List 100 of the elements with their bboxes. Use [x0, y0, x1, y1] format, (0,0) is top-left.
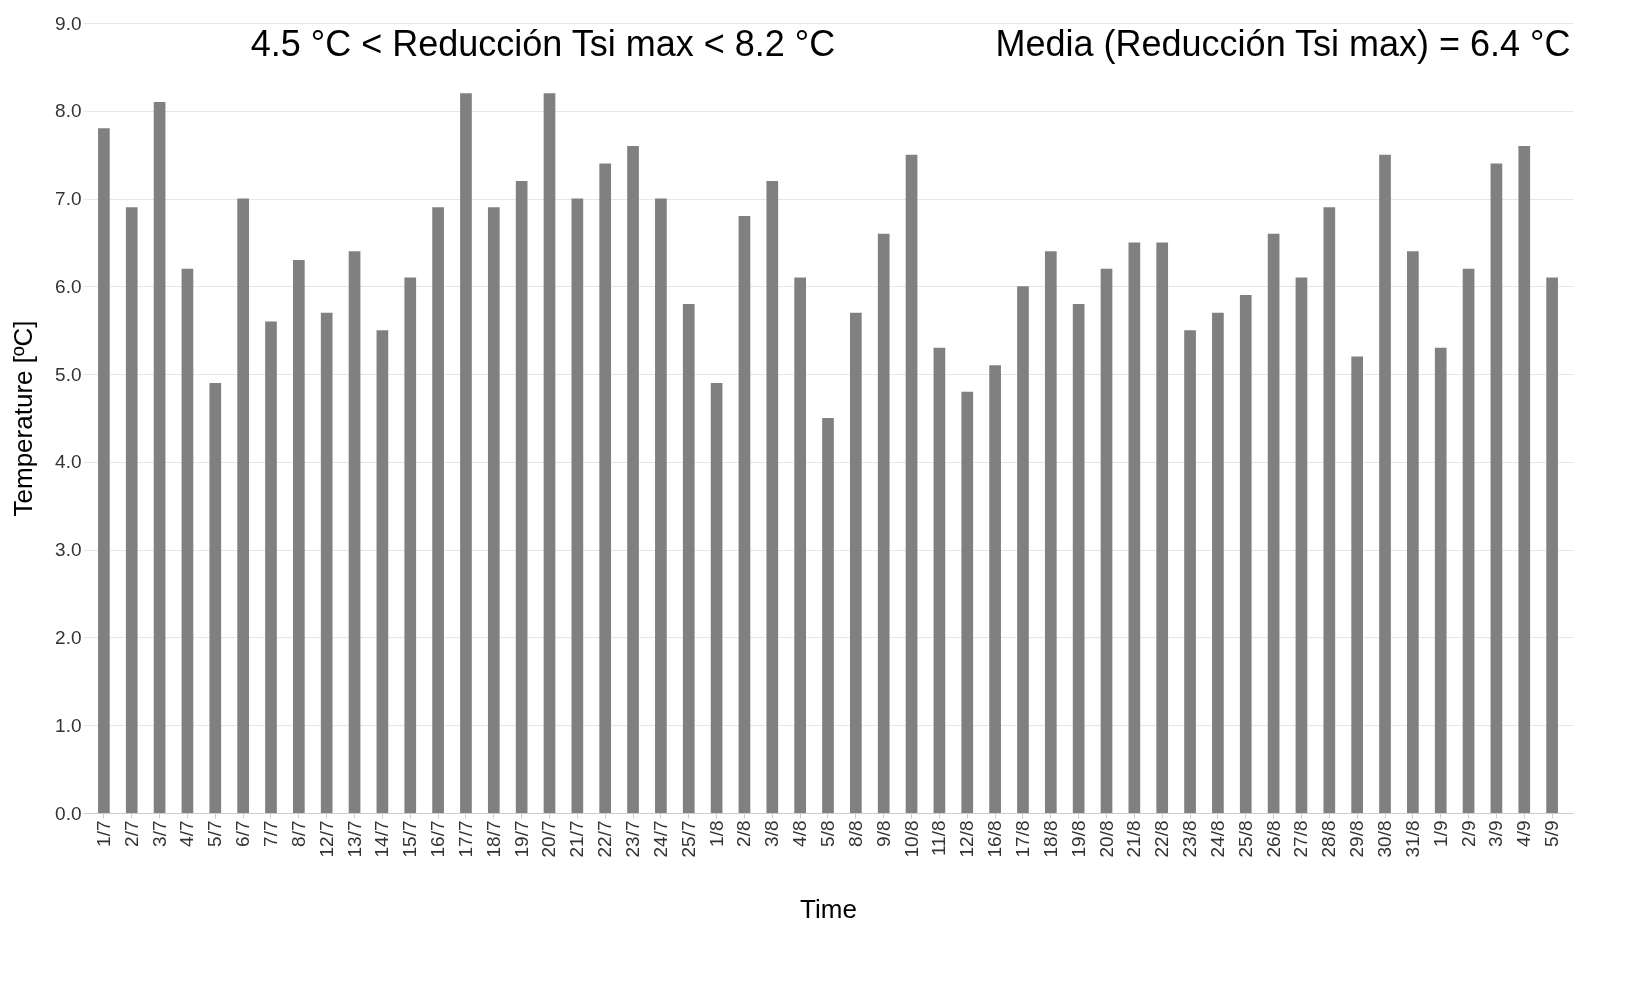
bar	[237, 198, 249, 813]
x-tick-label: 22/8	[1151, 820, 1173, 858]
bar	[1100, 268, 1113, 813]
bar	[1072, 303, 1085, 813]
bar	[794, 277, 806, 813]
x-tick-label: 31/8	[1401, 820, 1423, 858]
y-tick-label: 0.0	[55, 802, 82, 824]
bar	[877, 233, 890, 813]
bar	[599, 163, 612, 813]
x-tick-label: 24/7	[649, 820, 671, 858]
bar	[376, 330, 389, 813]
y-tick-label: 7.0	[55, 188, 82, 210]
bar	[627, 145, 639, 813]
x-tick-label: 2/8	[733, 820, 755, 847]
x-tick-label: 1/8	[705, 820, 727, 847]
bar	[1044, 251, 1057, 813]
bar	[432, 207, 444, 813]
bar	[1156, 242, 1169, 813]
y-tick-label: 4.0	[55, 451, 82, 473]
bar	[1184, 330, 1196, 813]
x-tick-label: 21/8	[1123, 820, 1145, 858]
x-tick-label: 1/9	[1429, 820, 1451, 847]
bar	[348, 251, 361, 813]
bar	[292, 260, 305, 813]
bar	[487, 207, 500, 813]
bar	[1546, 277, 1558, 813]
x-tick-label: 5/8	[817, 820, 838, 847]
x-tick-label: 29/8	[1346, 820, 1368, 858]
x-tick-label: 19/8	[1067, 820, 1089, 858]
bar	[905, 154, 918, 813]
x-tick-label: 5/9	[1541, 820, 1563, 847]
x-tick-label: 4/9	[1513, 820, 1535, 847]
x-tick-label: 14/7	[371, 820, 393, 858]
bar	[543, 93, 556, 813]
bar	[1128, 242, 1141, 813]
y-tick-label: 5.0	[55, 363, 82, 385]
bar	[1379, 154, 1391, 813]
bar	[850, 312, 862, 813]
x-tick-label: 10/8	[900, 820, 922, 858]
bar	[1518, 145, 1531, 813]
bar	[153, 102, 166, 813]
bar	[571, 198, 584, 813]
bar	[1295, 277, 1308, 813]
x-tick-label: 21/7	[566, 820, 588, 858]
x-tick-label: 20/8	[1095, 820, 1117, 858]
x-tick-label: 16/7	[427, 820, 449, 858]
x-tick-label: 24/8	[1206, 820, 1228, 858]
x-tick-label: 3/7	[148, 820, 170, 847]
x-tick-label: 22/7	[594, 820, 616, 858]
x-tick-label: 18/8	[1039, 820, 1061, 858]
bar	[682, 303, 695, 813]
y-tick-label: 2.0	[55, 626, 82, 648]
bar	[822, 418, 834, 813]
bar	[766, 181, 779, 813]
bar	[1239, 295, 1252, 813]
x-tick-label: 27/8	[1290, 820, 1312, 858]
bar	[1323, 207, 1336, 813]
bar	[655, 198, 667, 813]
bar	[1407, 251, 1419, 813]
x-tick-label: 13/7	[343, 820, 365, 858]
y-tick-label: 6.0	[55, 275, 82, 297]
x-tick-label: 4/8	[789, 820, 811, 847]
y-tick-label: 1.0	[55, 714, 82, 736]
x-tick-label: 2/9	[1457, 820, 1479, 847]
x-tick-label: 8/8	[844, 820, 866, 847]
x-tick-label: 26/8	[1262, 820, 1284, 858]
bar	[710, 382, 723, 813]
annotation: Media (Reducción Tsi max) = 6.4 °C	[995, 23, 1571, 64]
bar	[320, 312, 333, 813]
x-tick-label: 19/7	[510, 820, 532, 858]
y-axis-title: Temperature [ºC]	[8, 320, 39, 517]
x-tick-label: 8/7	[287, 820, 309, 847]
bar	[181, 268, 194, 813]
x-tick-label: 2/7	[120, 820, 142, 847]
x-tick-label: 28/8	[1318, 820, 1340, 858]
x-tick-label: 15/7	[399, 820, 421, 858]
x-tick-label: 1/7	[92, 820, 114, 847]
x-tick-label: 30/8	[1374, 820, 1396, 858]
bar	[1017, 286, 1029, 813]
bar	[1212, 312, 1224, 813]
bar	[1351, 356, 1364, 813]
x-tick-label: 16/8	[984, 820, 1006, 858]
bar	[460, 93, 472, 813]
x-tick-label: 23/7	[622, 820, 644, 858]
x-tick-label: 7/7	[259, 820, 281, 847]
bar	[265, 321, 277, 813]
x-tick-label: 25/7	[677, 820, 699, 858]
x-tick-label: 12/8	[956, 820, 978, 858]
y-tick-label: 3.0	[55, 539, 82, 561]
x-tick-label: 5/7	[204, 820, 226, 847]
bar	[961, 391, 974, 813]
annotation: 4.5 °C < Reducción Tsi max < 8.2 °C	[250, 23, 836, 64]
x-tick-label: 6/7	[232, 820, 254, 847]
x-tick-label: 17/8	[1011, 820, 1033, 858]
x-tick-label: 25/8	[1234, 820, 1256, 858]
bar	[98, 128, 110, 813]
x-axis-title: Time	[800, 894, 857, 925]
bar	[1462, 268, 1475, 813]
x-tick-label: 4/7	[176, 820, 198, 847]
bar	[404, 277, 417, 813]
